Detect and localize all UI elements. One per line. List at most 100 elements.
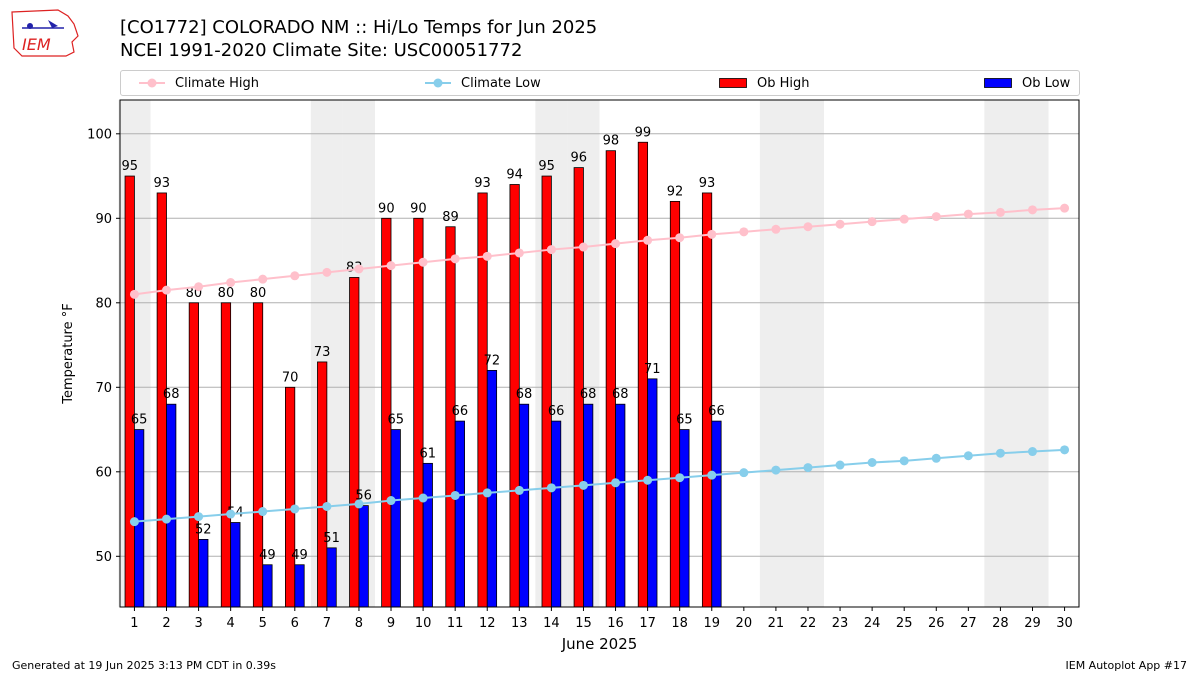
x-tick-label: 4 [227,616,235,631]
climate-low-point [899,456,909,466]
weekend-shade [759,100,792,607]
climate-high-point [931,212,941,222]
ob-low-bar [454,420,465,608]
ob-high-bar [541,175,552,608]
climate-high-point [546,245,556,255]
ob-high-label: 93 [474,176,491,191]
climate-high-point [418,257,428,267]
y-tick-label: 60 [95,465,112,480]
ob-low-label: 68 [516,387,533,402]
ob-low-label: 68 [163,387,180,402]
climate-low-point [514,485,524,495]
ob-low-bar [262,564,273,608]
ob-low-bar [422,462,433,608]
ob-high-label: 92 [667,184,684,199]
x-tick-label: 9 [387,616,395,631]
climate-low-point [1060,445,1070,455]
legend: Climate High Climate Low Ob High Ob Low [120,70,1080,96]
ob-low-label: 72 [484,353,501,368]
x-tick-label: 30 [1056,616,1073,631]
x-tick-label: 25 [896,616,913,631]
x-tick-label: 7 [323,616,331,631]
climate-high-point [1027,205,1037,215]
ob-high-bar [605,150,616,608]
app-label: IEM Autoplot App #17 [1065,659,1188,672]
climate-high-point [129,289,139,299]
legend-label-climate-high: Climate High [175,75,260,91]
ob-low-bar [198,539,209,608]
x-tick-label: 26 [928,616,945,631]
y-tick-label: 50 [95,550,112,565]
x-tick-label: 20 [736,616,753,631]
climate-low-marker-icon [425,78,451,88]
ob-high-label: 73 [314,345,331,360]
x-tick-label: 24 [864,616,881,631]
generated-timestamp: Generated at 19 Jun 2025 3:13 PM CDT in … [12,659,277,672]
y-tick-label: 70 [95,381,112,396]
climate-low-point [386,496,396,506]
climate-low-point [194,512,204,522]
climate-high-point [194,282,204,292]
ob-high-label: 89 [442,210,459,225]
climate-high-point [995,207,1005,217]
climate-low-point [867,458,877,468]
ob-low-label: 66 [708,404,725,419]
ob-high-label: 80 [218,286,235,301]
climate-low-point [162,514,172,524]
legend-climate-high: Climate High [139,71,259,95]
ob-high-swatch-icon [719,78,747,88]
x-tick-label: 21 [768,616,785,631]
ob-low-bar [518,403,530,608]
legend-ob-low: Ob Low [984,71,1070,95]
ob-high-label: 95 [121,159,138,174]
ob-low-bar [679,429,690,608]
climate-high-point [482,251,492,261]
plot-frame [119,99,1080,608]
x-tick-label: 22 [800,616,817,631]
climate-low-point [643,475,653,485]
ob-low-label: 49 [259,548,276,563]
climate-high-point [899,214,909,224]
climate-low-line [134,448,1065,523]
ob-high-bar [285,386,296,608]
ob-high-bar [220,302,232,608]
ob-high-label: 95 [538,159,555,174]
ob-low-label: 49 [291,548,308,563]
ob-high-label: 98 [603,134,620,149]
iem-logo: IEM [11,9,79,57]
x-tick-label: 8 [355,616,363,631]
ob-high-bar [124,175,135,608]
ob-low-bar [166,403,177,608]
climate-high-point [450,254,460,264]
ob-low-label: 52 [195,522,212,537]
ob-low-label: 66 [452,404,469,419]
ob-low-bar [358,505,369,608]
climate-high-point [643,235,653,245]
climate-low-point [931,453,941,463]
ob-low-label: 66 [548,404,565,419]
x-tick-label: 6 [291,616,299,631]
climate-low-point [418,493,428,503]
climate-low-point [578,480,588,490]
climate-low-point [322,501,332,511]
climate-high-point [835,219,845,229]
ob-high-bar [188,302,199,608]
x-tick-label: 27 [960,616,977,631]
climate-high-point [771,224,781,234]
climate-high-point [611,239,621,249]
climate-high-point [707,229,717,239]
legend-label-climate-low: Climate Low [461,75,541,91]
climate-high-line [134,207,1065,296]
ob-low-label: 61 [420,446,437,461]
ob-low-bar [326,547,337,608]
weekend-shade [984,100,1017,607]
climate-low-point [995,448,1005,458]
x-tick-label: 10 [415,616,432,631]
climate-high-point [514,248,524,258]
ob-high-label: 94 [506,168,523,183]
ob-low-bar [615,403,626,608]
ob-high-label: 96 [570,151,587,166]
climate-low-point [482,488,492,498]
climate-high-point [803,222,813,232]
